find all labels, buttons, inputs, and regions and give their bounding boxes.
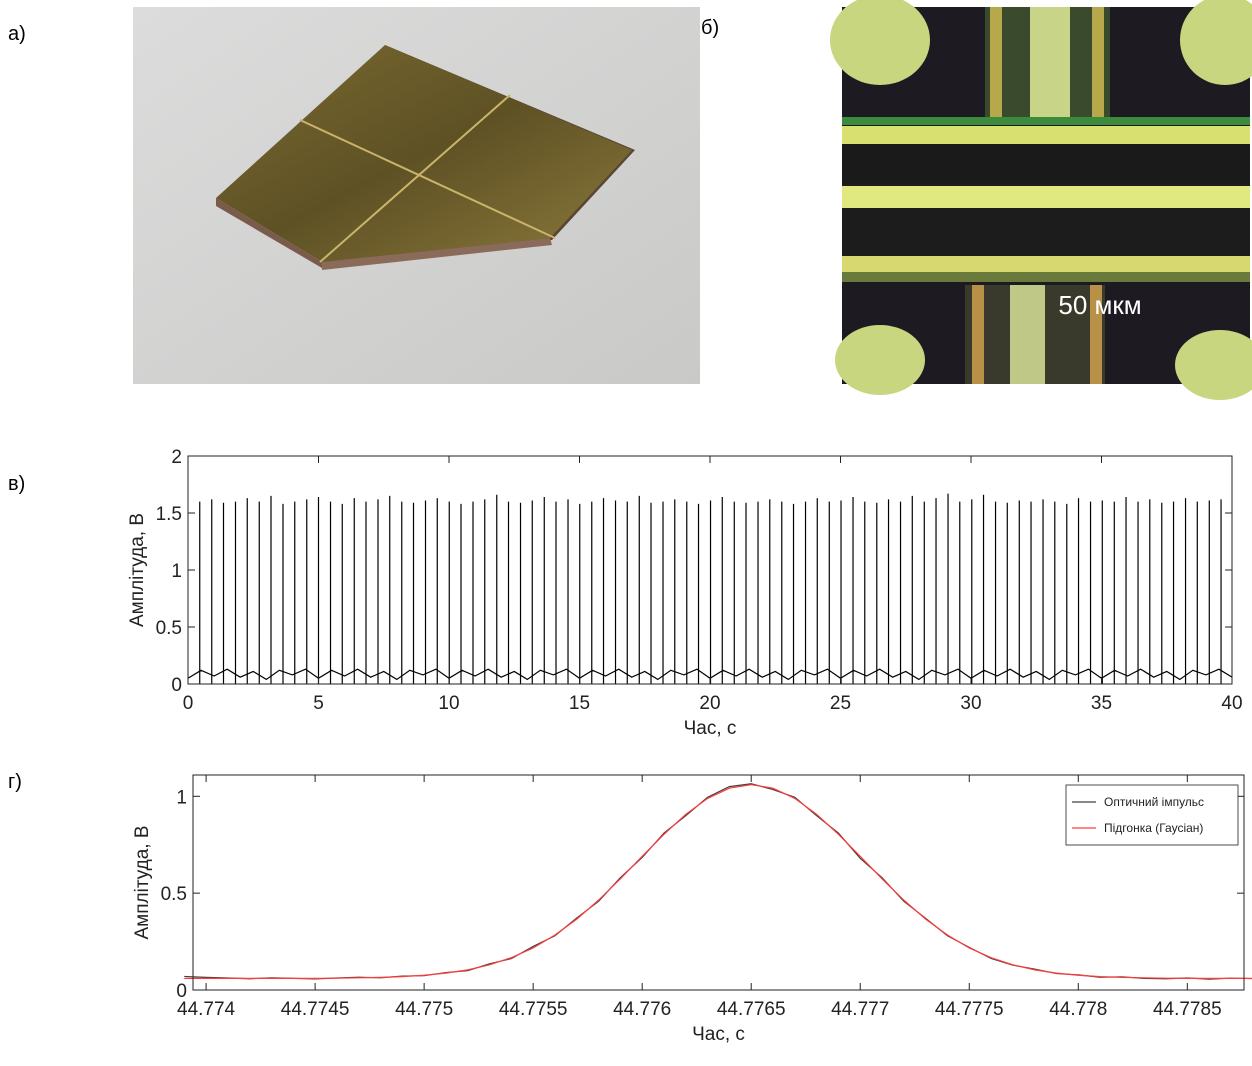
panel-label: б) [701, 17, 719, 39]
x-tick-label: 44.7745 [281, 999, 350, 1020]
x-tick-label: 40 [1221, 693, 1242, 714]
x-tick-label: 5 [313, 693, 324, 714]
y-tick-label: 2 [171, 447, 182, 468]
x-tick-label: 44.776 [613, 999, 671, 1020]
y-tick-label: 1 [176, 787, 187, 808]
x-tick-label: 30 [960, 693, 981, 714]
panel-label: г) [8, 771, 22, 793]
x-tick-label: 44.774 [177, 999, 236, 1020]
legend-label: Оптичний імпульс [1104, 795, 1204, 809]
x-tick-label: 44.778 [1049, 999, 1107, 1020]
x-tick-label: 35 [1091, 693, 1112, 714]
chart: 44.774 44.7745 44.775 44.7755 44.776 44.7765 4… [132, 774, 1252, 1045]
legend-box [1065, 784, 1239, 846]
x-tick-label: 20 [699, 693, 720, 714]
y-tick-label: 0.5 [156, 618, 182, 639]
x-axis-label: Час, с [684, 718, 737, 739]
scale-label: 50 мкм [1058, 290, 1141, 320]
x-tick-label: 44.7785 [1153, 999, 1222, 1020]
panel-label: в) [8, 473, 25, 495]
photo-sample [133, 7, 700, 384]
x-tick-label: 44.775 [395, 999, 453, 1020]
x-tick-label: 44.7775 [935, 999, 1004, 1020]
chart: 0 5 10 15 20 25 30 35 40 0 0.5 1 1.5 2 Час, с Амплітуда… [127, 447, 1243, 739]
y-tick-label: 0.5 [161, 884, 187, 905]
y-tick-label: 0 [171, 675, 182, 696]
x-tick-label: 25 [830, 693, 851, 714]
y-tick-label: 1 [171, 561, 182, 582]
y-tick-label: 1.5 [156, 504, 182, 525]
plot-frame [192, 774, 1245, 991]
data-line [184, 784, 1252, 979]
micrograph: 50 мкм [830, 0, 1252, 400]
x-tick-label: 44.7765 [717, 999, 786, 1020]
x-tick-label: 0 [183, 693, 194, 714]
y-tick-label: 0 [176, 981, 187, 1002]
panel-label: а) [8, 23, 26, 45]
y-axis-label: Амплітуда, В [132, 826, 153, 940]
x-tick-label: 15 [569, 693, 590, 714]
legend-label: Підгонка (Гаусіан) [1104, 821, 1203, 835]
y-axis-label: Амплітуда, В [127, 513, 148, 627]
x-axis-label: Час, с [692, 1024, 745, 1045]
x-tick-label: 10 [438, 693, 459, 714]
x-tick-label: 44.777 [831, 999, 889, 1020]
x-tick-label: 44.7755 [499, 999, 568, 1020]
